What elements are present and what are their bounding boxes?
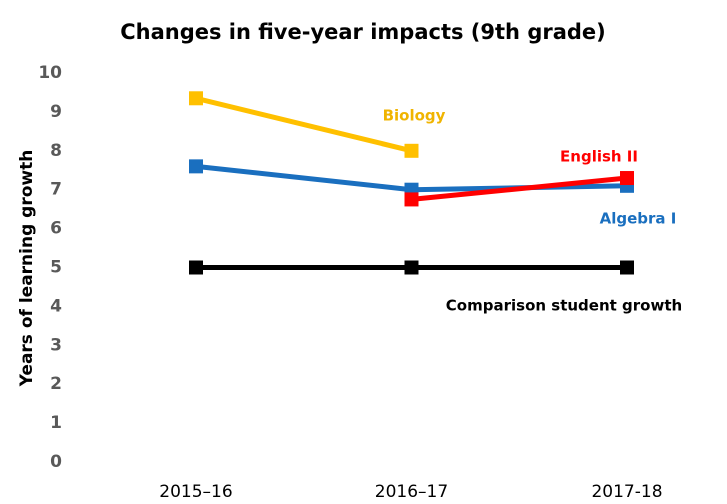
series-line	[195, 95, 413, 154]
y-tick-label: 9	[50, 102, 62, 122]
marker	[189, 260, 203, 275]
y-tick-label: 3	[50, 335, 62, 355]
series-label: Comparison student growth	[446, 297, 682, 315]
marker	[404, 260, 419, 275]
y-tick-label: 4	[50, 296, 62, 316]
x-tick-label: 2017-18	[591, 482, 662, 502]
marker	[404, 143, 419, 158]
y-tick-label: 6	[50, 219, 62, 239]
series-label: Biology	[383, 107, 446, 125]
marker	[620, 260, 634, 275]
marker	[404, 192, 419, 207]
marker	[620, 171, 634, 186]
y-tick-label: 5	[50, 258, 62, 278]
chart-title: Changes in five-year impacts (9th grade)	[120, 20, 606, 44]
y-tick-label: 1	[50, 413, 62, 433]
marker	[189, 159, 203, 174]
y-tick-label: 10	[38, 63, 62, 83]
x-tick-label: 2016–17	[375, 482, 448, 502]
y-tick-label: 8	[50, 141, 62, 161]
series-line	[411, 175, 628, 202]
series-label: Algebra I	[600, 210, 677, 228]
y-tick-label: 0	[50, 452, 62, 472]
marker	[189, 91, 203, 106]
y-tick-label: 7	[50, 180, 62, 200]
y-tick-label: 2	[50, 374, 62, 394]
x-tick-label: 2015–16	[159, 482, 232, 502]
series-label: English II	[560, 148, 638, 166]
y-axis-label: Years of learning growth	[17, 150, 37, 388]
